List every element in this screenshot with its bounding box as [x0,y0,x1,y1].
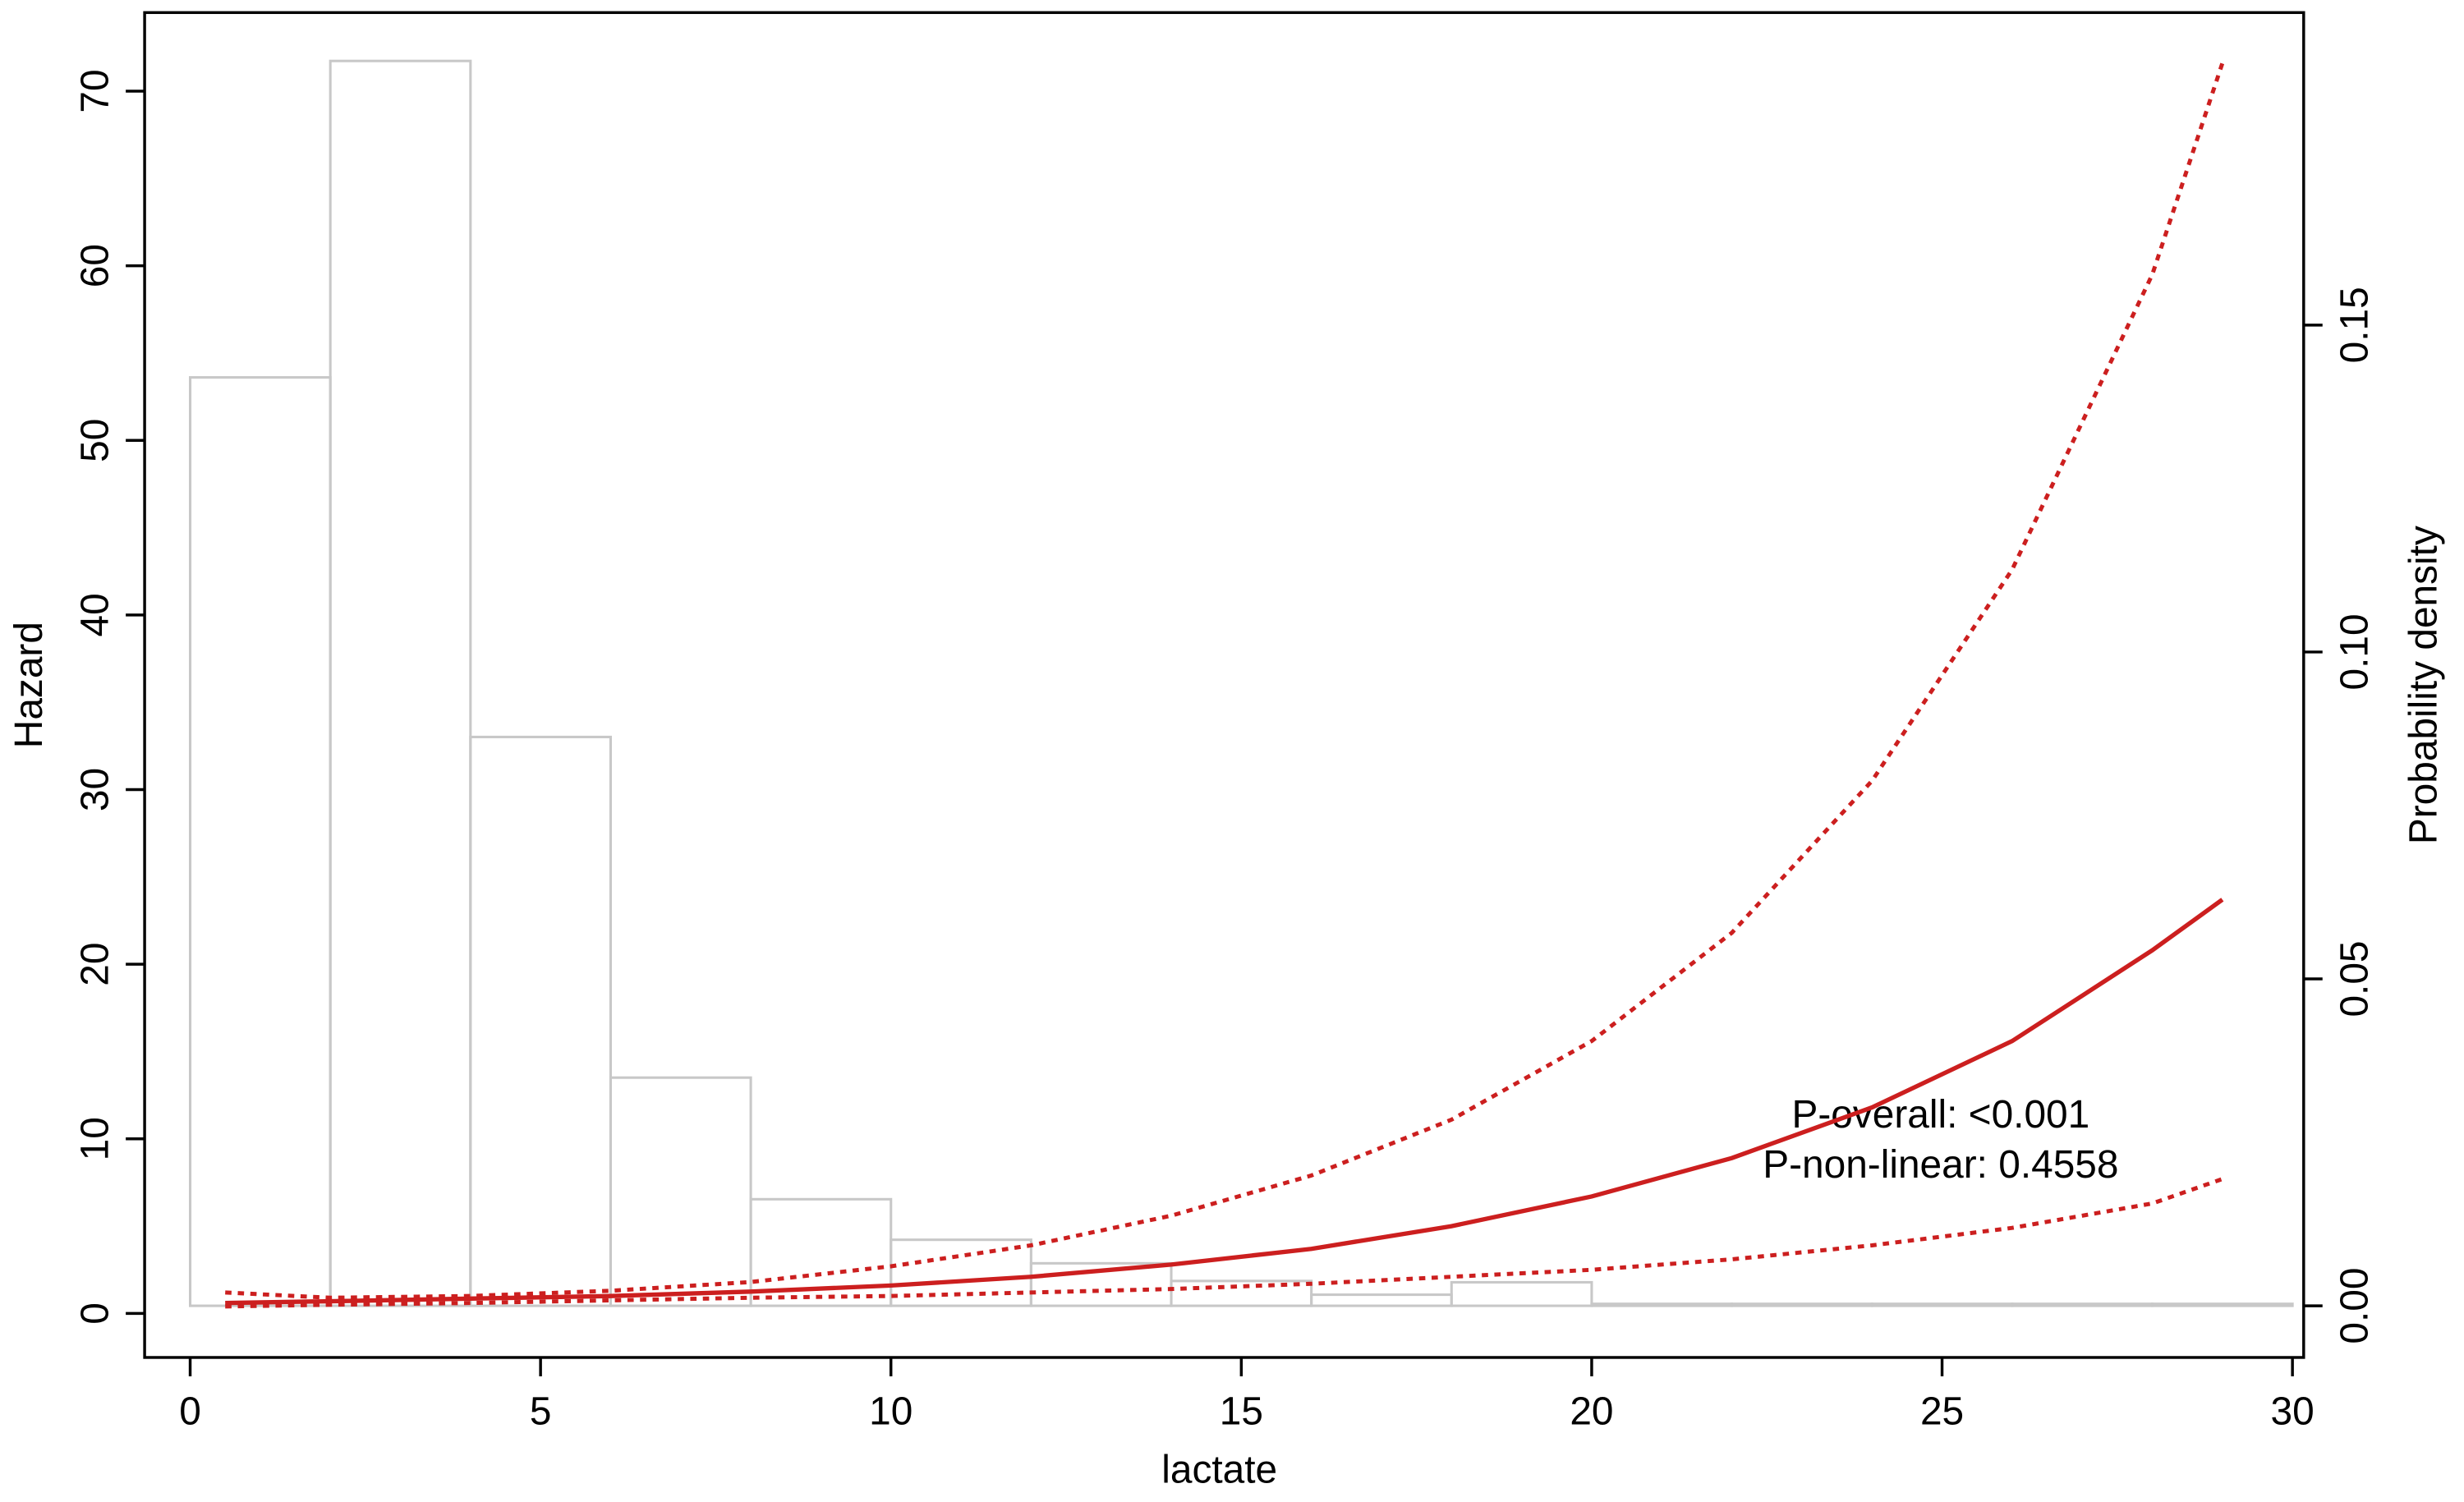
y-tick-label: 40 [73,593,117,636]
y2-tick-label: 0.00 [2333,1268,2376,1344]
histogram-bar [1450,1280,1593,1307]
histogram-bar [1731,1302,1873,1307]
histogram-bar [1590,1302,1734,1307]
histogram-bar [1170,1279,1313,1307]
x-tick-label: 0 [179,1389,201,1433]
x-tick-label: 15 [1220,1389,1263,1433]
y2-tick-label: 0.05 [2333,940,2376,1017]
annotation: P-non-linear: 0.4558 [1763,1143,2118,1187]
line [225,898,2224,1306]
y-tick-label: 10 [73,1117,117,1160]
x-tick-label: 5 [530,1389,552,1433]
annotation: P-overall: <0.001 [1791,1093,2089,1137]
y-tick-label: 0 [73,1302,117,1325]
x-tick-label: 10 [869,1389,913,1433]
y-tick-label: 70 [73,69,117,113]
line [225,62,2225,1300]
y-axis-label: Hazard [7,622,51,748]
x-axis-label: lactate [1161,1448,1277,1491]
plot-frame [143,11,2305,1359]
y-tick-label: 20 [73,943,117,986]
histogram-bar [609,1076,752,1307]
x-tick-label: 25 [1920,1389,1964,1433]
line [225,1177,2223,1309]
y-tick-label: 30 [73,768,117,811]
histogram-bar [329,59,472,1307]
histogram-bar [2150,1302,2294,1307]
histogram-bar [1870,1302,2014,1307]
histogram-bar [469,735,612,1307]
y2-tick-label: 0.15 [2333,287,2376,363]
histogram-bar [2011,1302,2154,1307]
x-tick-label: 20 [1570,1389,1613,1433]
y2-tick-label: 0.10 [2333,613,2376,690]
x-tick-label: 30 [2271,1389,2315,1433]
y-tick-label: 50 [73,419,117,462]
y-tick-label: 60 [73,244,117,287]
y2-axis-label: Probability density [2402,526,2446,844]
